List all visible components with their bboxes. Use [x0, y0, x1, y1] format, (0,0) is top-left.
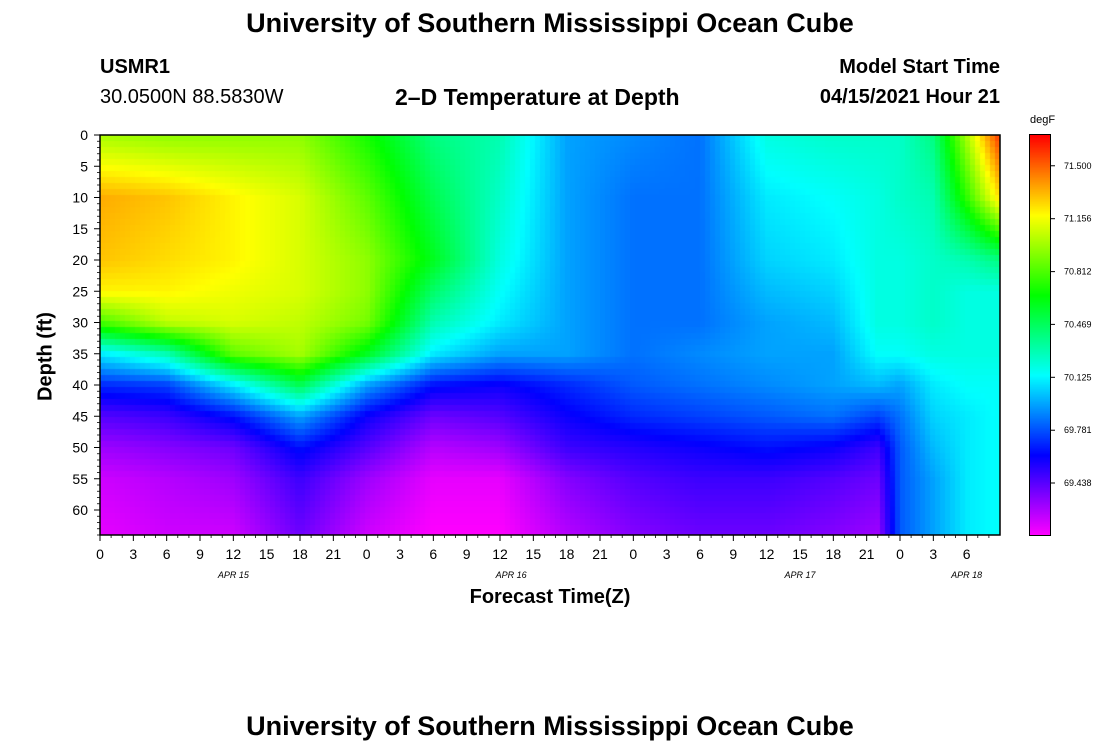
colorbar-label: 71.156 — [1064, 214, 1092, 224]
station-location: 30.0500N 88.5830W — [100, 86, 284, 108]
x-tick-label: 12 — [226, 546, 242, 562]
plot-frame — [99, 134, 1001, 536]
x-tick-label: 9 — [729, 546, 737, 562]
x-tick-label: 0 — [96, 546, 104, 562]
day-label: APR 16 — [495, 570, 527, 580]
day-label: APR 18 — [950, 570, 982, 580]
x-tick-label: 9 — [196, 546, 204, 562]
x-tick-label: 12 — [492, 546, 508, 562]
chart-title: University of Southern Mississippi Ocean… — [246, 8, 854, 38]
y-tick-label: 35 — [72, 346, 88, 362]
x-tick-label: 21 — [326, 546, 342, 562]
x-axis-title: Forecast Time(Z) — [469, 586, 631, 608]
x-tick-label: 15 — [792, 546, 808, 562]
y-tick-label: 40 — [72, 377, 88, 393]
temperature-heatmap — [100, 135, 1000, 535]
y-tick-label: 10 — [72, 190, 88, 206]
x-tick-label: 12 — [759, 546, 775, 562]
x-tick-label: 9 — [463, 546, 471, 562]
plot-subtitle: 2–D Temperature at Depth — [395, 84, 680, 110]
x-tick-label: 6 — [696, 546, 704, 562]
x-tick-label: 18 — [559, 546, 575, 562]
x-tick-label: 3 — [663, 546, 671, 562]
y-tick-label: 50 — [72, 440, 88, 456]
y-tick-label: 55 — [72, 471, 88, 487]
x-tick-label: 21 — [592, 546, 608, 562]
y-tick-label: 60 — [72, 502, 88, 518]
station-id: USMR1 — [100, 56, 171, 78]
x-tick-label: 18 — [826, 546, 842, 562]
x-tick-label: 0 — [896, 546, 904, 562]
colorbar-label: 71.500 — [1064, 161, 1092, 171]
x-tick-label: 21 — [859, 546, 875, 562]
y-tick-label: 45 — [72, 408, 88, 424]
colorbar — [1030, 135, 1050, 535]
x-tick-label: 0 — [629, 546, 637, 562]
x-tick-label: 3 — [396, 546, 404, 562]
x-tick-label: 15 — [526, 546, 542, 562]
colorbar-label: 69.438 — [1064, 478, 1092, 488]
colorbar-label: 70.812 — [1064, 267, 1092, 277]
model-start-value: 04/15/2021 Hour 21 — [819, 86, 1000, 108]
x-tick-label: 3 — [129, 546, 137, 562]
x-tick-label: 6 — [429, 546, 437, 562]
y-tick-label: 20 — [72, 252, 88, 268]
colorbar-label: 70.125 — [1064, 372, 1092, 382]
y-tick-label: 25 — [72, 283, 88, 299]
x-tick-label: 6 — [963, 546, 971, 562]
y-tick-label: 5 — [80, 158, 88, 174]
x-tick-label: 0 — [363, 546, 371, 562]
colorbar-unit: degF — [1030, 114, 1056, 126]
x-tick-label: 18 — [292, 546, 308, 562]
y-tick-label: 15 — [72, 221, 88, 237]
x-tick-label: 3 — [929, 546, 937, 562]
x-tick-label: 15 — [259, 546, 275, 562]
day-label: APR 17 — [783, 570, 816, 580]
y-tick-label: 0 — [80, 127, 88, 143]
x-tick-label: 6 — [163, 546, 171, 562]
colorbar-label: 69.781 — [1064, 425, 1092, 435]
y-tick-label: 30 — [72, 315, 88, 331]
model-start-label: Model Start Time — [839, 56, 1000, 78]
day-label: APR 15 — [217, 570, 250, 580]
colorbar-label: 70.469 — [1064, 319, 1092, 329]
footer-title: University of Southern Mississippi Ocean… — [246, 711, 854, 741]
